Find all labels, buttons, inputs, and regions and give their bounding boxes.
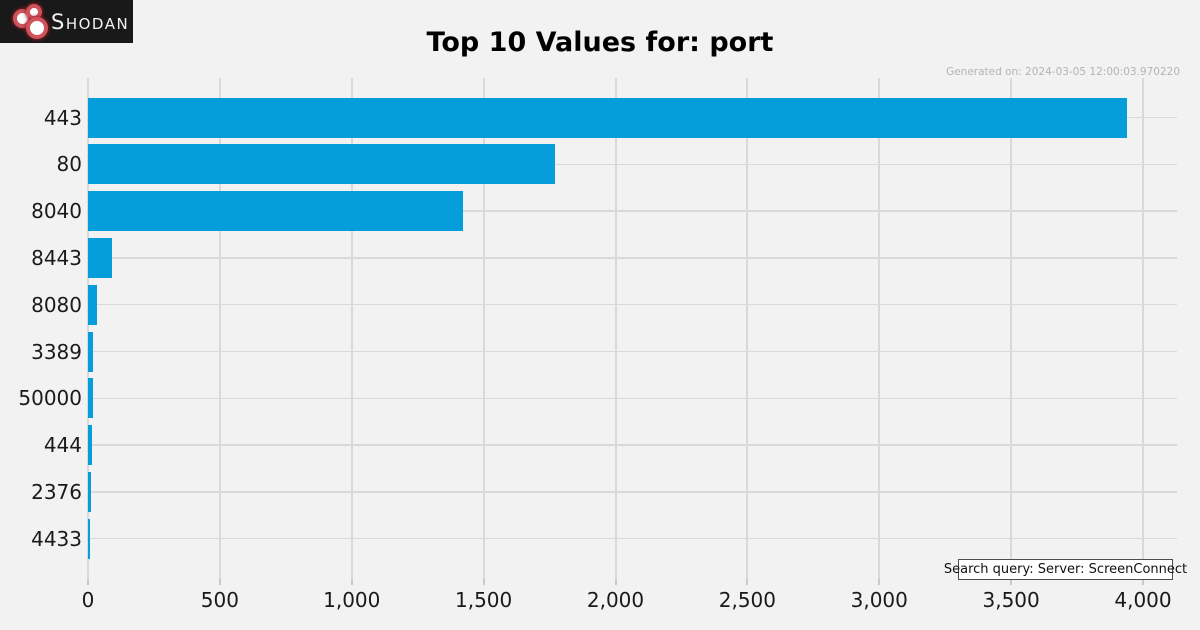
search-query-label: Search query: Server: ScreenConnect (943, 562, 1188, 577)
bar-8080 (88, 284, 98, 325)
y-gridline (88, 257, 1177, 259)
x-tick-mark (350, 579, 353, 585)
y-gridline (88, 210, 1177, 212)
bar-50000 (88, 378, 93, 419)
x-tick-label: 500 (200, 588, 239, 612)
x-tick-mark (1010, 579, 1013, 585)
bar-80 (88, 144, 555, 185)
x-gridline (1142, 78, 1144, 579)
x-tick-mark (878, 579, 881, 585)
x-gridline (1010, 78, 1013, 579)
shodan-icon (0, 0, 50, 43)
y-tick-label: 444 (43, 433, 82, 458)
bar-4433 (88, 518, 91, 559)
x-gridline (746, 78, 749, 579)
y-tick-label: 443 (43, 105, 82, 130)
y-tick-label: 2376 (31, 479, 82, 504)
x-tick-mark (1142, 579, 1144, 585)
bar-8443 (88, 237, 112, 278)
y-tick-label: 8040 (31, 199, 82, 224)
y-gridline (88, 491, 1177, 493)
x-tick-mark (614, 579, 617, 585)
bar-3389 (88, 331, 93, 372)
y-tick-label: 3389 (31, 339, 82, 364)
x-gridline (482, 78, 485, 579)
x-tick-label: 0 (81, 588, 95, 612)
x-gridline (350, 78, 353, 579)
y-gridline (88, 444, 1177, 446)
x-tick-label: 3,000 (850, 588, 908, 612)
shodan-icon-circle (26, 17, 48, 39)
x-tick-label: 3,500 (982, 588, 1040, 612)
x-gridline (878, 78, 881, 579)
shodan-logo[interactable]: Shodan (0, 0, 133, 43)
x-tick-label: 1,000 (323, 588, 381, 612)
x-tick-label: 2,500 (718, 588, 776, 612)
generated-timestamp: Generated on: 2024-03-05 12:00:03.970220 (946, 66, 1180, 78)
y-gridline (88, 537, 1177, 540)
shodan-logo-text: Shodan (51, 10, 130, 34)
y-gridline (88, 163, 1177, 166)
y-gridline (88, 303, 1177, 306)
bar-2376 (88, 471, 91, 512)
x-gridline (87, 78, 89, 579)
y-gridline (88, 397, 1177, 400)
chart-title: Top 10 Values for: port (426, 27, 774, 58)
x-gridline (614, 78, 617, 579)
x-tick-mark (218, 579, 221, 585)
x-tick-mark (482, 579, 485, 585)
y-tick-label: 50000 (18, 386, 82, 411)
bar-8040 (88, 191, 463, 232)
x-tick-label: 4,000 (1114, 588, 1172, 612)
x-tick-label: 1,500 (454, 588, 513, 612)
bar-444 (88, 425, 92, 466)
search-query-box: Search query: Server: ScreenConnect (944, 559, 1187, 580)
x-tick-label: 2,000 (586, 588, 645, 612)
x-tick-mark (87, 579, 89, 585)
x-tick-mark (746, 579, 749, 585)
y-tick-label: 8443 (31, 245, 82, 270)
y-tick-label: 4433 (31, 526, 82, 551)
y-tick-label: 8080 (31, 292, 82, 317)
bar-443 (88, 97, 1128, 138)
y-tick-label: 80 (56, 152, 82, 177)
x-gridline (218, 78, 221, 579)
y-gridline (88, 350, 1177, 353)
